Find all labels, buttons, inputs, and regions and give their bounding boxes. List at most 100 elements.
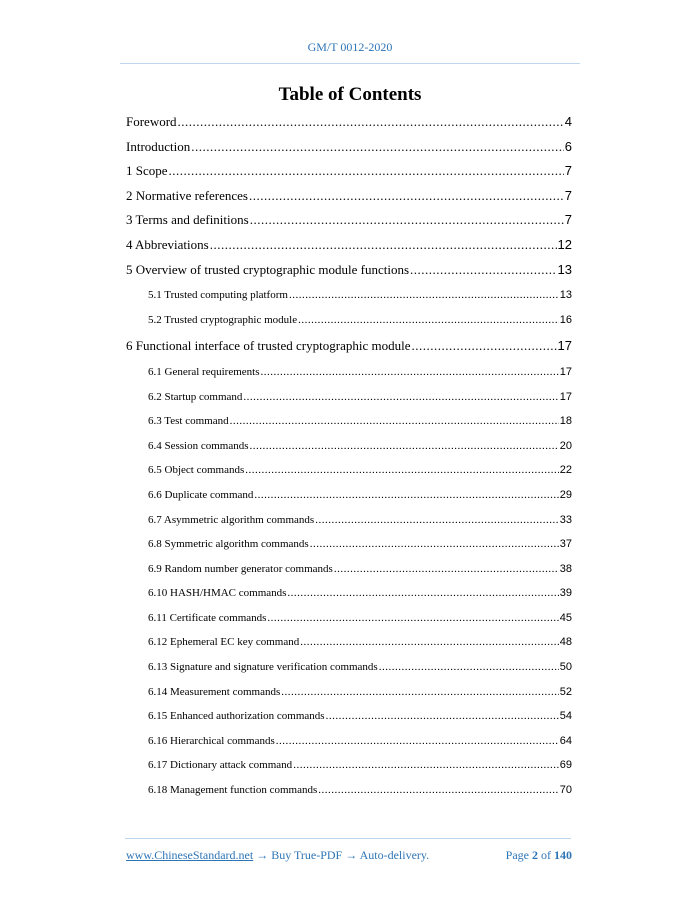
dot-leader	[293, 759, 559, 771]
toc-entry[interactable]: 1 Scope 7	[126, 163, 572, 188]
buy-text: Buy True-PDF	[271, 848, 343, 862]
toc-entry[interactable]: 5 Overview of trusted cryptographic modu…	[126, 262, 572, 287]
toc-entry-page: 45	[559, 611, 572, 624]
toc-entry-label: 6.1 General requirements	[148, 365, 260, 378]
toc-entry[interactable]: 6.3 Test command 18	[126, 415, 572, 440]
toc-entry-label: 5 Overview of trusted cryptographic modu…	[126, 261, 410, 277]
arrow-icon: →	[345, 848, 358, 862]
dot-leader	[289, 289, 559, 301]
toc-entry[interactable]: 6.17 Dictionary attack command 69	[126, 759, 572, 784]
toc-entry-page: 6	[564, 138, 572, 154]
toc-entry-page: 17	[559, 365, 572, 378]
toc-entry-label: Introduction	[126, 138, 191, 154]
toc-entry[interactable]: 6.7 Asymmetric algorithm commands 33	[126, 514, 572, 539]
toc-entry-label: 6.16 Hierarchical commands	[148, 734, 275, 747]
toc-entry[interactable]: 6.8 Symmetric algorithm commands 37	[126, 538, 572, 563]
dot-leader	[250, 212, 564, 228]
dot-leader	[254, 489, 558, 501]
toc-entry[interactable]: 6 Functional interface of trusted crypto…	[126, 338, 572, 363]
dot-leader	[260, 366, 558, 378]
toc-entry[interactable]: 6.10 HASH/HMAC commands 39	[126, 587, 572, 612]
auto-delivery-text: Auto-delivery.	[359, 848, 430, 862]
toc-entry-page: 18	[559, 415, 572, 428]
footer-divider	[125, 838, 571, 839]
toc-entry[interactable]: 2 Normative references 7	[126, 188, 572, 213]
toc-entry-page: 50	[559, 661, 572, 674]
toc-entry[interactable]: 6.11 Certificate commands 45	[126, 612, 572, 637]
toc-entry-label: 6.12 Ephemeral EC key command	[148, 636, 300, 649]
page-title: Table of Contents	[278, 84, 422, 105]
toc-entry-label: 6.8 Symmetric algorithm commands	[148, 538, 309, 551]
toc-entry[interactable]: 6.4 Session commands 20	[126, 440, 572, 465]
toc-entry[interactable]: 3 Terms and definitions 7	[126, 212, 572, 237]
dot-leader	[334, 563, 559, 575]
toc-entry-page: 13	[557, 261, 572, 277]
toc-entry[interactable]: Foreword 4	[126, 114, 572, 139]
toc-entry-page: 33	[559, 513, 572, 526]
toc-entry-page: 69	[559, 759, 572, 772]
toc-entry-label: 2 Normative references	[126, 187, 248, 203]
current-page: 2	[532, 848, 538, 862]
toc-entry-label: 6.7 Asymmetric algorithm commands	[148, 513, 315, 526]
dot-leader	[326, 710, 559, 722]
table-of-contents: Foreword 4 Introduction 6 1 Scope72 Normativ…	[126, 114, 572, 809]
toc-entry-label: 6 Functional interface of trusted crypto…	[126, 338, 411, 354]
toc-entry[interactable]: 6.16 Hierarchical commands 64	[126, 735, 572, 760]
dot-leader	[178, 114, 564, 130]
toc-entry-label: 5.1 Trusted computing platform	[148, 289, 288, 302]
toc-entry[interactable]: 6.12 Ephemeral EC key command 48	[126, 636, 572, 661]
dot-leader	[169, 163, 564, 179]
footer: www.ChineseStandard.net → Buy True-PDF →…	[126, 848, 572, 863]
total-pages: 140	[554, 848, 572, 862]
dot-leader	[191, 139, 564, 155]
toc-entry[interactable]: 4 Abbreviations 12	[126, 237, 572, 262]
document-id-header: GM/T 0012-2020	[307, 40, 393, 54]
toc-entry-label: 6.13 Signature and signature verificatio…	[148, 661, 378, 674]
toc-entry-label: 5.2 Trusted cryptographic module	[148, 313, 298, 326]
toc-entry-label: 3 Terms and definitions	[126, 212, 249, 228]
dot-leader	[379, 661, 559, 673]
toc-entry[interactable]: 6.13 Signature and signature verificatio…	[126, 661, 572, 686]
toc-entry-label: 6.6 Duplicate command	[148, 488, 254, 501]
dot-leader	[245, 464, 559, 476]
toc-entry[interactable]: 6.14 Measurement commands 52	[126, 686, 572, 711]
toc-entry-page: 38	[559, 562, 572, 575]
dot-leader	[318, 784, 559, 796]
toc-entry[interactable]: 6.6 Duplicate command 29	[126, 489, 572, 514]
toc-entry[interactable]: 6.5 Object commands 22	[126, 464, 572, 489]
page-indicator: Page 2 of 140	[505, 848, 572, 862]
toc-entry-label: 6.4 Session commands	[148, 439, 249, 452]
toc-entry[interactable]: 6.1 General requirements 17	[126, 366, 572, 391]
toc-entry[interactable]: 5.1 Trusted computing platform 13	[126, 289, 572, 314]
toc-entry-page: 13	[559, 289, 572, 302]
toc-entry[interactable]: 6.15 Enhanced authorization commands 54	[126, 710, 572, 735]
toc-entry-page: 12	[557, 236, 572, 252]
toc-entry-page: 16	[559, 313, 572, 326]
toc-entry[interactable]: 6.9 Random number generator commands 38	[126, 563, 572, 588]
toc-entry[interactable]: Introduction 6	[126, 139, 572, 164]
dot-leader	[210, 237, 557, 253]
toc-entry-page: 37	[559, 538, 572, 551]
toc-entry[interactable]: 6.18 Management function commands 70	[126, 784, 572, 809]
toc-entry-label: 6.17 Dictionary attack command	[148, 759, 293, 772]
toc-entry-page: 39	[559, 587, 572, 600]
dot-leader	[310, 538, 559, 550]
dot-leader	[249, 188, 564, 204]
arrow-icon: →	[256, 848, 269, 862]
toc-entry-page: 48	[559, 636, 572, 649]
dot-leader	[411, 338, 556, 354]
toc-entry-page: 54	[559, 710, 572, 723]
toc-entry-page: 17	[559, 390, 572, 403]
toc-entry-page: 70	[559, 784, 572, 797]
dot-leader	[315, 514, 559, 526]
toc-entry-label: Foreword	[126, 114, 177, 129]
toc-entry-label: 6.14 Measurement commands	[148, 685, 281, 698]
toc-entry-page: 20	[559, 439, 572, 452]
toc-entry-page: 22	[559, 464, 572, 477]
dot-leader	[410, 262, 556, 278]
toc-entry[interactable]: 6.2 Startup command 17	[126, 391, 572, 416]
toc-entry[interactable]: 5.2 Trusted cryptographic module 16	[126, 314, 572, 339]
website-link[interactable]: www.ChineseStandard.net	[126, 848, 254, 862]
toc-entry-page: 4	[564, 114, 572, 129]
toc-entry-page: 52	[559, 685, 572, 698]
